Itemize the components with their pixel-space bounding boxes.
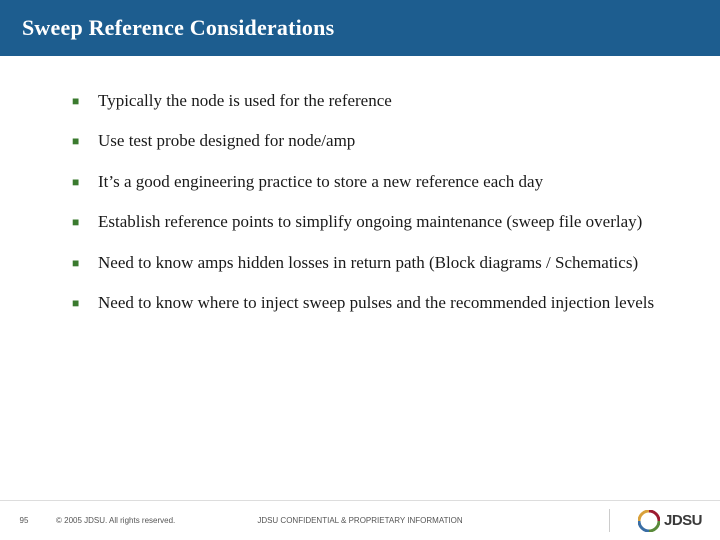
title-bar: Sweep Reference Considerations [0, 0, 720, 56]
copyright-text: © 2005 JDSU. All rights reserved. [56, 516, 175, 525]
page-number: 95 [12, 516, 36, 525]
logo-text: JDSU [664, 512, 702, 529]
list-item: Need to know where to inject sweep pulse… [72, 292, 670, 314]
jdsu-logo: JDSU [638, 510, 702, 532]
confidential-text: JDSU CONFIDENTIAL & PROPRIETARY INFORMAT… [257, 516, 462, 525]
slide: Sweep Reference Considerations Typically… [0, 0, 720, 540]
list-item: Establish reference points to simplify o… [72, 211, 670, 233]
list-item: Typically the node is used for the refer… [72, 90, 670, 112]
bullet-list: Typically the node is used for the refer… [72, 90, 670, 315]
list-item: Use test probe designed for node/amp [72, 130, 670, 152]
logo-icon [638, 510, 660, 532]
footer-divider [609, 509, 610, 532]
list-item: It’s a good engineering practice to stor… [72, 171, 670, 193]
slide-body: Typically the node is used for the refer… [0, 56, 720, 540]
list-item: Need to know amps hidden losses in retur… [72, 252, 670, 274]
footer: 95 © 2005 JDSU. All rights reserved. JDS… [0, 500, 720, 540]
slide-title: Sweep Reference Considerations [22, 15, 334, 41]
